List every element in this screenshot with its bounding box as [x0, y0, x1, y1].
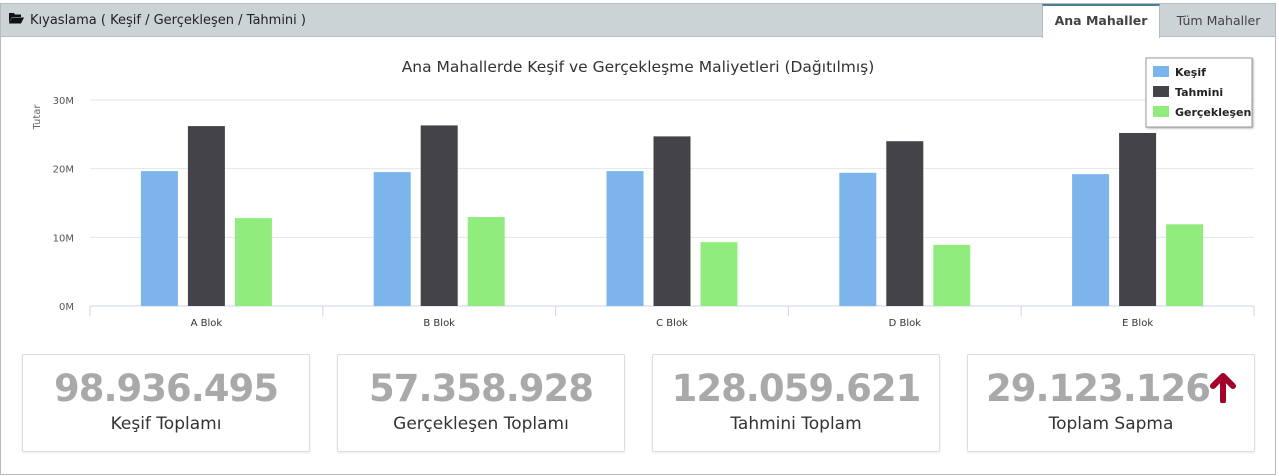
legend-item[interactable]: Keşif	[1175, 66, 1206, 79]
chart-title: Ana Mahallerde Keşif ve Gerçekleşme Mali…	[402, 58, 875, 76]
gerceklesen-total-card: 57.358.928 Gerçekleşen Toplamı	[337, 354, 625, 452]
legend-swatch	[1153, 86, 1169, 97]
tab-tum-mahaller[interactable]: Tüm Mahaller	[1176, 13, 1261, 28]
panel-title: Kıyaslama ( Keşif / Gerçekleşen / Tahmin…	[9, 12, 306, 28]
bar-Keşif[interactable]	[373, 172, 411, 306]
card-value: 57.358.928	[368, 367, 594, 410]
legend: Keşif Tahmini Gerçekleşen	[1145, 57, 1253, 128]
x-tick-label: C Blok	[656, 318, 688, 329]
card-label: Gerçekleşen Toplamı	[393, 414, 569, 434]
bar-Gerçekleşen[interactable]	[700, 242, 738, 306]
y-tick-label: 0M	[59, 302, 74, 313]
legend-swatch	[1153, 106, 1169, 117]
y-tick-label: 10M	[53, 233, 74, 244]
bar-Keşif[interactable]	[1072, 174, 1110, 306]
panel-header: Kıyaslama ( Keşif / Gerçekleşen / Tahmin…	[1, 4, 1275, 38]
card-label: Tahmini Toplam	[730, 414, 862, 434]
y-axis-label: Tutar	[32, 104, 43, 131]
bar-Tahmini[interactable]	[886, 141, 924, 306]
card-value: 98.936.495	[53, 367, 279, 410]
bar-Keşif[interactable]	[140, 171, 178, 306]
legend-swatch	[1153, 66, 1169, 77]
card-value: 128.059.621	[671, 367, 922, 410]
bar-Gerçekleşen[interactable]	[933, 244, 971, 306]
bar-Gerçekleşen[interactable]	[1166, 224, 1204, 306]
tahmini-total-card: 128.059.621 Tahmini Toplam	[652, 354, 940, 452]
bar-Gerçekleşen[interactable]	[234, 218, 272, 306]
panel-title-text: Kıyaslama ( Keşif / Gerçekleşen / Tahmin…	[30, 12, 306, 28]
bar-Tahmini[interactable]	[420, 125, 458, 306]
x-tick-label: D Blok	[889, 318, 922, 329]
bar-Tahmini[interactable]	[1119, 132, 1157, 306]
toplam-sapma-card: 29.123.126 Toplam Sapma	[967, 354, 1255, 452]
card-value: 29.123.126	[985, 367, 1211, 410]
arrow-up-icon	[1210, 367, 1237, 410]
card-value-row: 29.123.126	[968, 367, 1254, 410]
kesif-total-card: 98.936.495 Keşif Toplamı	[22, 354, 310, 452]
x-tick-label: E Blok	[1122, 318, 1153, 329]
legend-item[interactable]: Tahmini	[1175, 86, 1223, 99]
legend-item[interactable]: Gerçekleşen	[1175, 106, 1251, 119]
tab-ana-mahaller[interactable]: Ana Mahaller	[1042, 4, 1160, 38]
folder-open-icon	[9, 12, 24, 28]
bar-Keşif[interactable]	[606, 171, 644, 306]
x-tick-label: B Blok	[423, 318, 455, 329]
x-tick-label: A Blok	[191, 318, 223, 329]
y-tick-label: 30M	[53, 96, 74, 107]
card-label: Toplam Sapma	[1048, 414, 1174, 434]
card-label: Keşif Toplamı	[110, 414, 222, 434]
bar-Keşif[interactable]	[839, 172, 877, 306]
bar-Tahmini[interactable]	[187, 126, 225, 307]
bar-Tahmini[interactable]	[653, 136, 691, 306]
bar-chart: Ana Mahallerde Keşif ve Gerçekleşme Mali…	[32, 57, 1255, 329]
bar-Gerçekleşen[interactable]	[467, 217, 505, 306]
y-tick-label: 20M	[53, 165, 74, 176]
